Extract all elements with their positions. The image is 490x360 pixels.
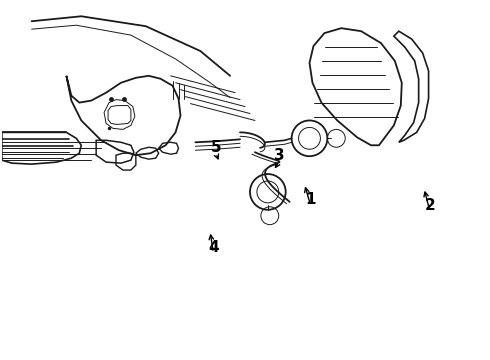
- Polygon shape: [310, 28, 402, 145]
- Text: 1: 1: [305, 192, 316, 207]
- Text: 3: 3: [274, 148, 284, 163]
- Text: 2: 2: [424, 198, 435, 212]
- Polygon shape: [394, 31, 429, 142]
- Text: 5: 5: [211, 140, 221, 155]
- Text: 4: 4: [208, 240, 219, 255]
